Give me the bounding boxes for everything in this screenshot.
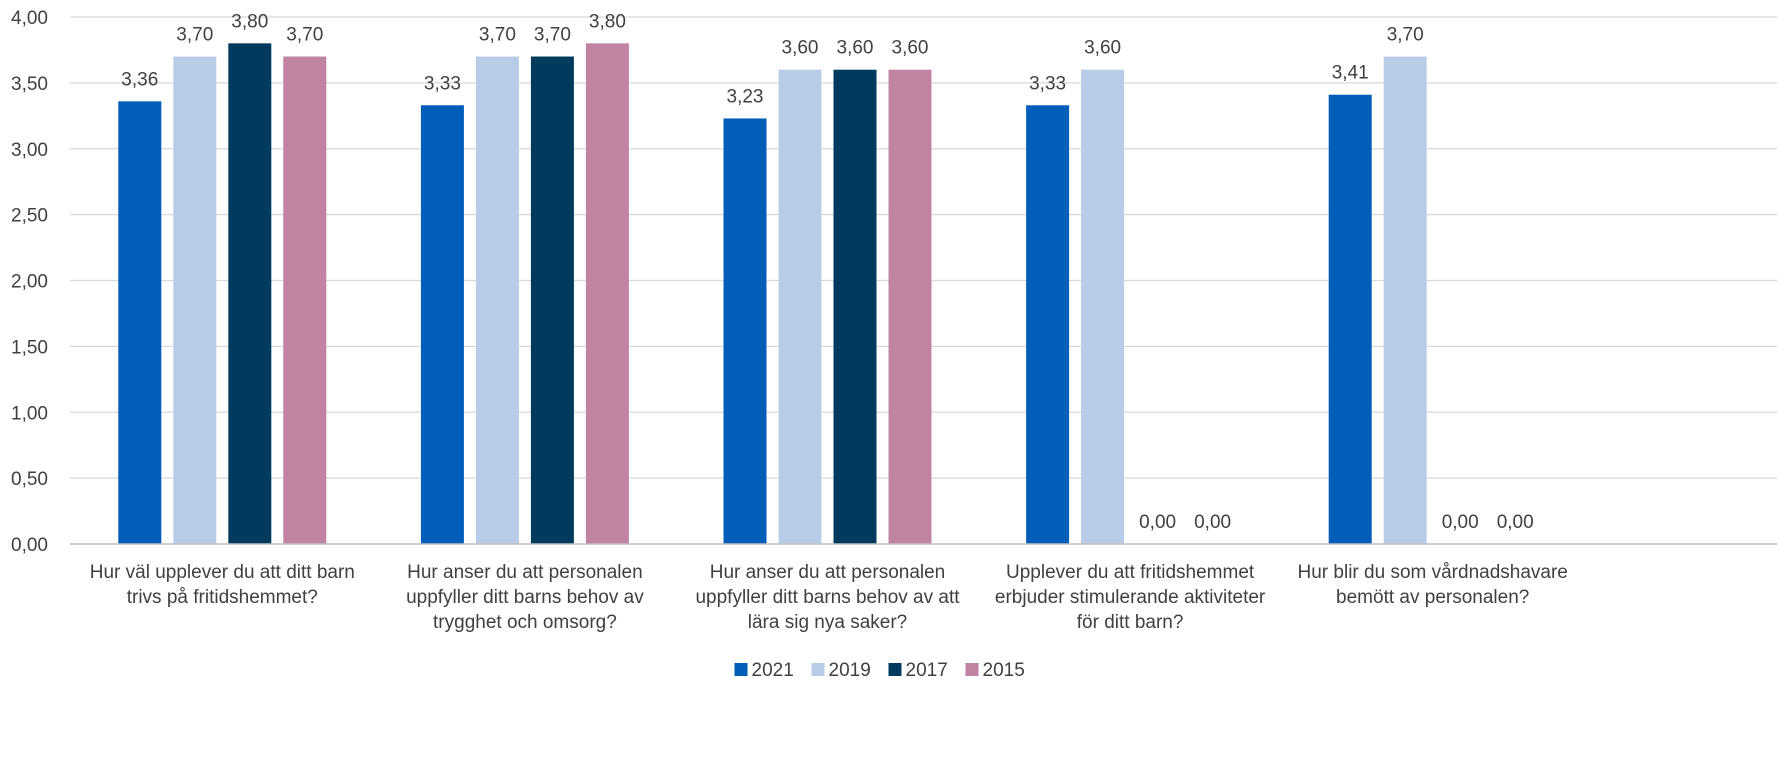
legend-label: 2017 — [906, 660, 948, 681]
bar-2017 — [228, 43, 272, 544]
bar-2021 — [723, 118, 767, 544]
bar-2021 — [118, 101, 162, 544]
data-label: 3,70 — [176, 25, 213, 46]
data-labels: 3,36 3,70 3,80 3,70 3,33 3,70 3,70 3,80 3,23 3,60… — [121, 11, 1533, 533]
bar-2019 — [1383, 56, 1427, 545]
category-label: Hur anser du att personalen uppfyller dit… — [695, 562, 960, 633]
bar-2021 — [1328, 94, 1372, 545]
legend-item-2021: 2021 — [734, 660, 794, 681]
data-label: 3,36 — [121, 69, 158, 90]
y-tick-label: 2,00 — [11, 272, 48, 293]
data-label: 3,70 — [534, 25, 571, 46]
x-axis: Hur väl upplever du att ditt barn trivs p… — [70, 543, 1777, 633]
y-tick-label: 1,50 — [11, 337, 48, 358]
data-label: 0,00 — [1442, 512, 1479, 533]
category-label: Upplever du att fritidshemmet erbjuder st… — [995, 562, 1266, 633]
bar-2017 — [833, 69, 877, 544]
data-label: 3,23 — [727, 86, 764, 107]
bar-2015 — [585, 43, 629, 544]
category-label: Hur väl upplever du att ditt barn trivs p… — [90, 562, 355, 608]
y-tick-label: 1,00 — [11, 403, 48, 424]
category-label: Hur anser du att personalen uppfyller dit… — [406, 562, 644, 633]
data-label: 3,70 — [479, 25, 516, 46]
data-label: 3,80 — [231, 11, 268, 32]
legend-label: 2015 — [983, 660, 1025, 681]
bars — [118, 43, 1427, 545]
bar-2019 — [1081, 69, 1125, 544]
bar-2015 — [283, 56, 327, 545]
bar-2021 — [1026, 105, 1070, 545]
bar-2015 — [888, 69, 932, 544]
data-label: 3,60 — [1084, 38, 1121, 59]
y-tick-label: 3,00 — [11, 140, 48, 161]
y-tick-label: 0,50 — [11, 469, 48, 490]
legend-swatch — [965, 663, 979, 676]
legend-item-2019: 2019 — [811, 660, 871, 681]
y-tick-label: 4,00 — [11, 8, 48, 29]
category-label: Hur blir du som vårdnadshavare bemött av … — [1298, 562, 1568, 608]
legend-swatch — [888, 663, 902, 676]
data-label: 0,00 — [1497, 512, 1534, 533]
legend-item-2017: 2017 — [888, 660, 948, 681]
legend-label: 2021 — [752, 660, 794, 681]
data-label: 3,33 — [424, 73, 461, 94]
y-axis: 0,00 0,50 1,00 1,50 2,00 2,50 3,00 3,50 4,00 — [11, 8, 48, 556]
data-label: 0,00 — [1139, 512, 1176, 533]
legend: 2021 2019 2017 2015 — [734, 660, 1025, 681]
data-label: 3,70 — [286, 25, 323, 46]
data-label: 0,00 — [1194, 512, 1231, 533]
bar-2021 — [420, 105, 464, 545]
bar-2019 — [475, 56, 519, 545]
y-tick-label: 0,00 — [11, 535, 48, 556]
data-label: 3,33 — [1029, 73, 1066, 94]
legend-swatch — [811, 663, 825, 676]
data-label: 3,41 — [1332, 63, 1369, 84]
legend-swatch — [734, 663, 748, 676]
y-tick-label: 3,50 — [11, 74, 48, 95]
bar-2019 — [173, 56, 217, 545]
data-label: 3,80 — [589, 11, 626, 32]
bar-2017 — [530, 56, 574, 545]
bar-2019 — [778, 69, 822, 544]
legend-label: 2019 — [829, 660, 871, 681]
data-label: 3,60 — [782, 38, 819, 59]
legend-item-2015: 2015 — [965, 660, 1025, 681]
data-label: 3,70 — [1387, 25, 1424, 46]
y-tick-label: 2,50 — [11, 206, 48, 227]
data-label: 3,60 — [892, 38, 929, 59]
data-label: 3,60 — [837, 38, 874, 59]
